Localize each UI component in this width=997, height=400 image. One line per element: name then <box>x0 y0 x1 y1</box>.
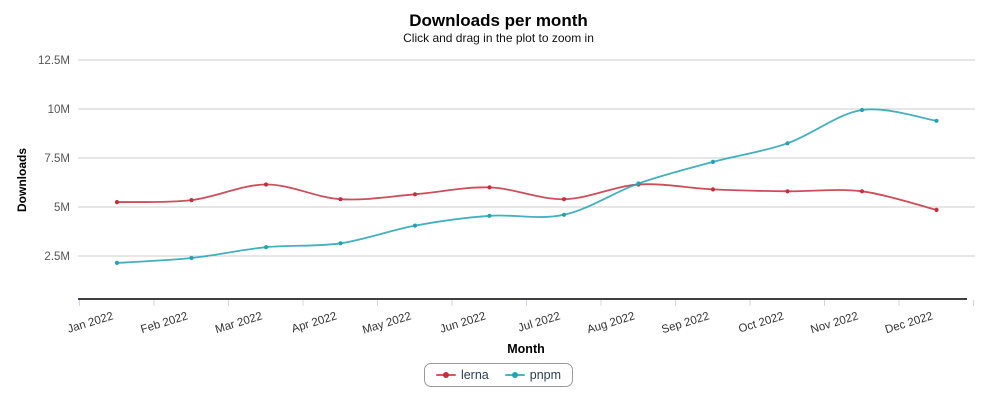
svg-text:Oct 2022: Oct 2022 <box>737 310 785 335</box>
legend-box: lerna pnpm <box>423 363 574 387</box>
legend-item-pnpm[interactable]: pnpm <box>504 368 562 382</box>
svg-text:Sep 2022: Sep 2022 <box>660 310 711 336</box>
svg-text:Aug 2022: Aug 2022 <box>586 310 637 336</box>
svg-text:Apr 2022: Apr 2022 <box>290 310 338 335</box>
legend: lerna pnpm <box>0 363 997 387</box>
svg-text:Jun 2022: Jun 2022 <box>439 310 488 335</box>
x-axis-title: Month <box>507 342 545 356</box>
svg-text:7.5M: 7.5M <box>44 153 70 165</box>
pnpm-series-marker-icon <box>504 370 525 380</box>
chart-title: Downloads per month <box>409 11 588 30</box>
gridlines <box>78 59 975 257</box>
series-lerna[interactable] <box>114 182 939 212</box>
svg-text:May 2022: May 2022 <box>361 310 413 336</box>
y-tick-labels: 2.5M 5M 7.5M 10M 12.5M <box>38 55 70 263</box>
svg-text:10M: 10M <box>48 104 70 116</box>
legend-item-lerna[interactable]: lerna <box>435 368 489 382</box>
lerna-series-marker-icon <box>435 370 456 380</box>
svg-text:Jul 2022: Jul 2022 <box>517 310 562 334</box>
legend-label-pnpm: pnpm <box>529 368 562 382</box>
svg-text:Mar 2022: Mar 2022 <box>214 310 264 336</box>
svg-text:2.5M: 2.5M <box>44 251 70 263</box>
svg-text:12.5M: 12.5M <box>38 55 70 67</box>
svg-text:Dec 2022: Dec 2022 <box>884 310 935 336</box>
series-pnpm[interactable] <box>114 107 939 265</box>
x-tick-labels: Jan 2022 Feb 2022 Mar 2022 Apr 2022 May 2022… <box>66 310 934 336</box>
x-tick-marks <box>79 300 974 306</box>
svg-text:Nov 2022: Nov 2022 <box>809 310 860 336</box>
svg-text:Jan 2022: Jan 2022 <box>66 310 115 335</box>
chart-subtitle: Click and drag in the plot to zoom in <box>403 31 594 45</box>
svg-text:5M: 5M <box>54 202 70 214</box>
svg-text:Feb 2022: Feb 2022 <box>139 310 189 336</box>
legend-label-lerna: lerna <box>460 368 489 382</box>
